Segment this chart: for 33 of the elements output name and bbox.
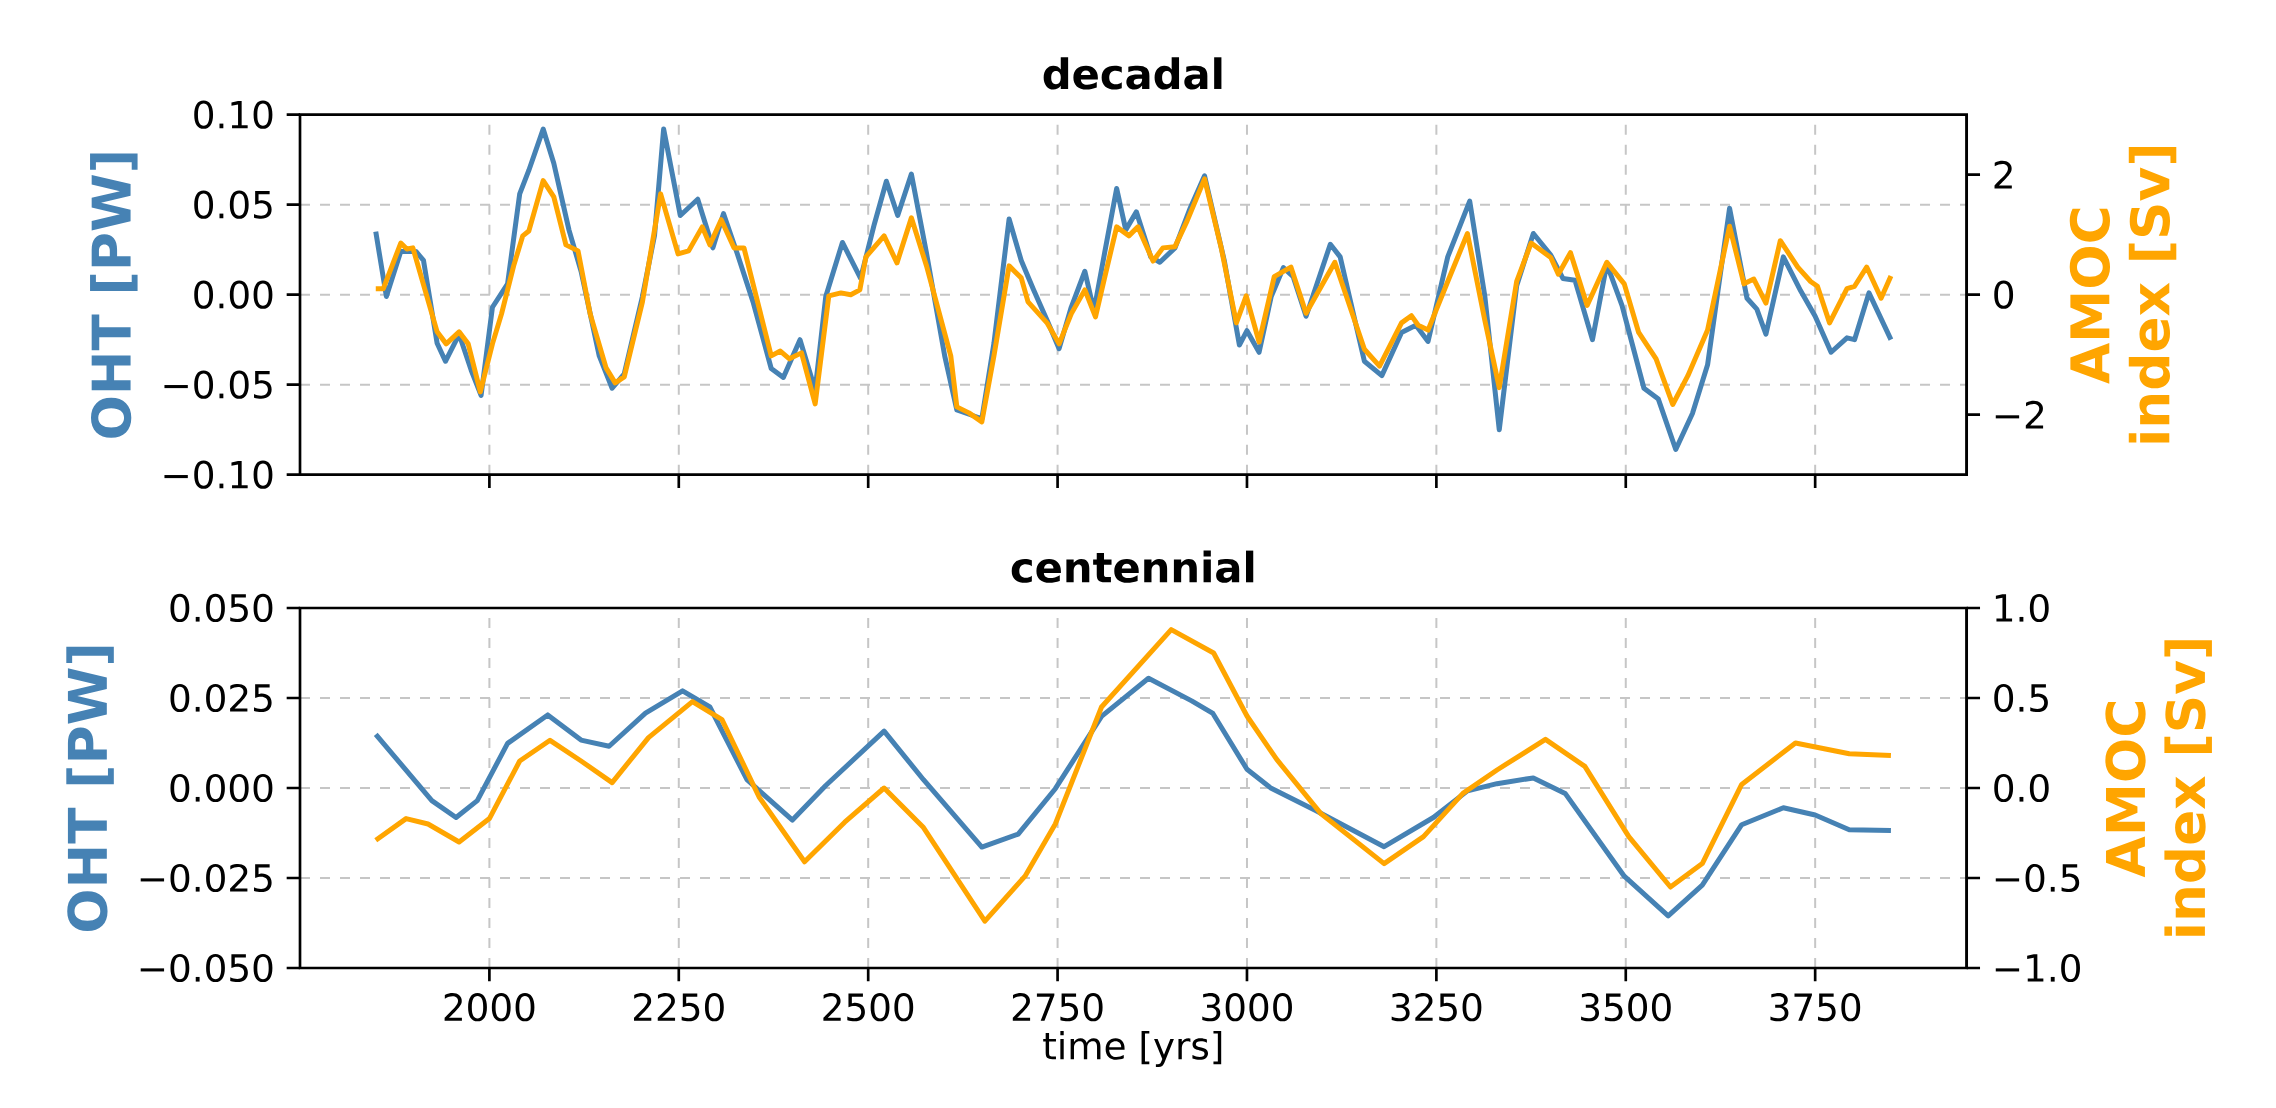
y-axis-title: OHT [PW] [66,646,114,932]
y-tick-label: 0.00 [194,280,273,309]
y2-tick-label: 2 [1994,160,2012,189]
x-tick-label: 3500 [1581,993,1671,1022]
y-tick-label: −0.05 [164,370,272,399]
y2-tick-label: 0 [1994,280,2014,309]
y-axis-title: OHT [PW] [90,153,138,438]
y-tick-label: 0.05 [194,190,272,219]
y2-tick-label: 1.0 [1995,593,2049,623]
y-tick-label: 0.10 [194,100,273,129]
x-tick-label: 2500 [823,993,914,1022]
y-tick-label: 0.050 [170,593,273,623]
x-tick-label: 2000 [444,993,535,1022]
x-tick-label: 3750 [1770,993,1861,1022]
y-tick-label: 0.025 [170,683,272,713]
x-axis-title: time [yrs] [1043,1030,1222,1068]
y2-tick-label: −2 [1995,400,2044,429]
x-tick-label: 2250 [634,993,724,1022]
y2-tick-label: −0.5 [1995,863,2080,893]
y-tick-label: −0.10 [164,460,273,489]
x-tick-label: 3250 [1391,993,1482,1022]
x-tick-label: 3000 [1202,993,1292,1022]
y-tick-label: 0.000 [170,773,273,803]
y2-tick-label: −1.0 [1995,953,2080,983]
x-tick-label: 2750 [1012,993,1103,1022]
chart-title: decadal [1043,57,1222,90]
y2-axis-title: AMOC index [Sv] [2105,640,2212,936]
y-tick-label: −0.025 [140,863,272,893]
chart-title: centennial [1011,550,1254,583]
y2-tick-label: 0.0 [1994,773,2049,803]
y-tick-label: −0.050 [140,953,273,983]
y2-axis-title: AMOC index [Sv] [2069,146,2177,443]
y2-tick-label: 0.5 [1994,683,2048,713]
